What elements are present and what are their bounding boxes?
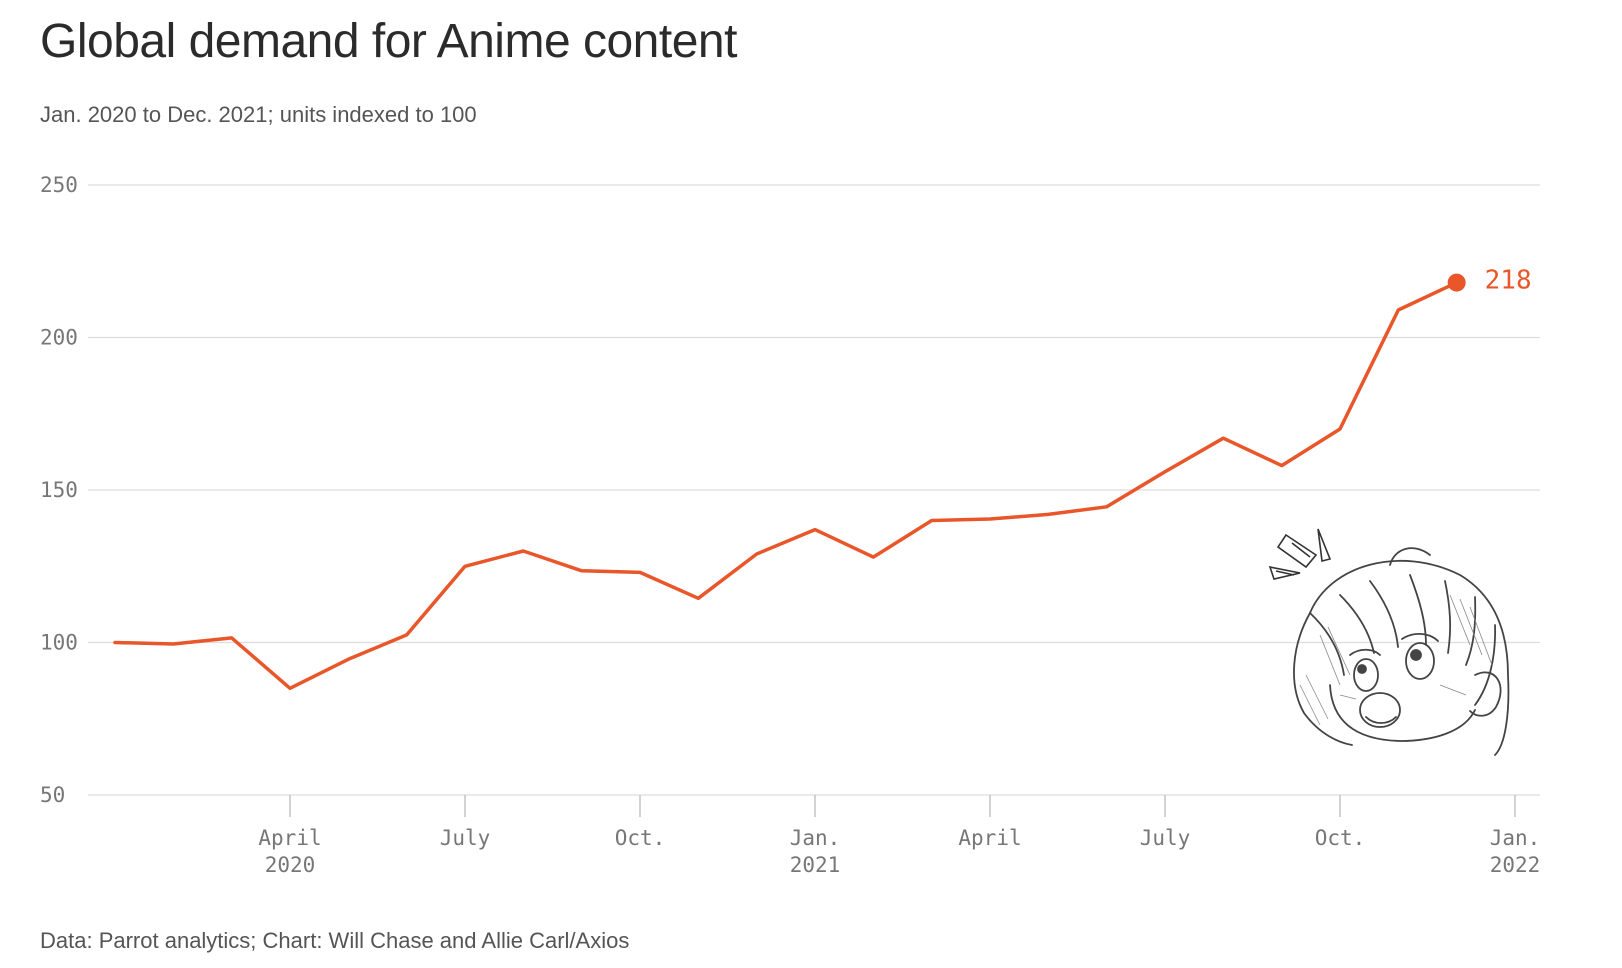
y-tick-label: 200 (40, 326, 78, 350)
data-point (637, 569, 643, 575)
x-tick-label: April (258, 826, 321, 850)
data-point (404, 632, 410, 638)
data-point (462, 563, 468, 569)
data-point (1220, 435, 1226, 441)
data-point (870, 554, 876, 560)
data-point (170, 641, 176, 647)
x-tick-label: Jan. (790, 826, 841, 850)
x-tick-label: April (958, 826, 1021, 850)
data-point (929, 518, 935, 524)
surprised-anime-girl-icon (1268, 528, 1510, 756)
data-point (1279, 463, 1285, 469)
data-point (579, 568, 585, 574)
data-point (812, 527, 818, 533)
data-point (112, 640, 118, 646)
annotations: 218 (1485, 266, 1532, 296)
x-tick-label: July (440, 826, 491, 850)
x-tick-label: Oct. (1315, 826, 1366, 850)
data-point (520, 548, 526, 554)
end-point (1447, 273, 1466, 292)
data-point (1045, 511, 1051, 517)
end-value-label: 218 (1485, 266, 1532, 296)
y-tick-label: 250 (40, 173, 78, 197)
data-point (695, 595, 701, 601)
grid-lines (88, 184, 1540, 796)
y-axis: 250 200 150 100 50 (40, 173, 78, 807)
data-point (345, 656, 351, 662)
data-point (287, 685, 293, 691)
x-tick-label: Oct. (615, 826, 666, 850)
x-tick-label: July (1140, 826, 1191, 850)
x-tick-year-label: 2022 (1490, 853, 1541, 877)
y-tick-label: 100 (40, 631, 78, 655)
series-line (113, 280, 1459, 691)
chart-subtitle: Jan. 2020 to Dec. 2021; units indexed to… (40, 102, 477, 127)
data-point (1162, 469, 1168, 475)
chart-title: Global demand for Anime content (40, 15, 737, 68)
x-tick-year-label: 2020 (265, 853, 316, 877)
data-point (1104, 504, 1110, 510)
data-points (112, 273, 1466, 691)
x-tick-label: Jan. (1490, 826, 1541, 850)
chart-source: Data: Parrot analytics; Chart: Will Chas… (40, 928, 630, 953)
data-point (1337, 426, 1343, 432)
y-tick-label: 150 (40, 478, 78, 502)
y-tick-label: 50 (40, 783, 65, 807)
data-point (754, 551, 760, 557)
data-point (229, 635, 235, 641)
x-axis: April 2020 July Oct. Jan. 2021 April July Oct. Ja… (258, 795, 1540, 877)
data-point (1395, 307, 1401, 313)
data-point (987, 516, 993, 522)
x-tick-year-label: 2021 (790, 853, 841, 877)
